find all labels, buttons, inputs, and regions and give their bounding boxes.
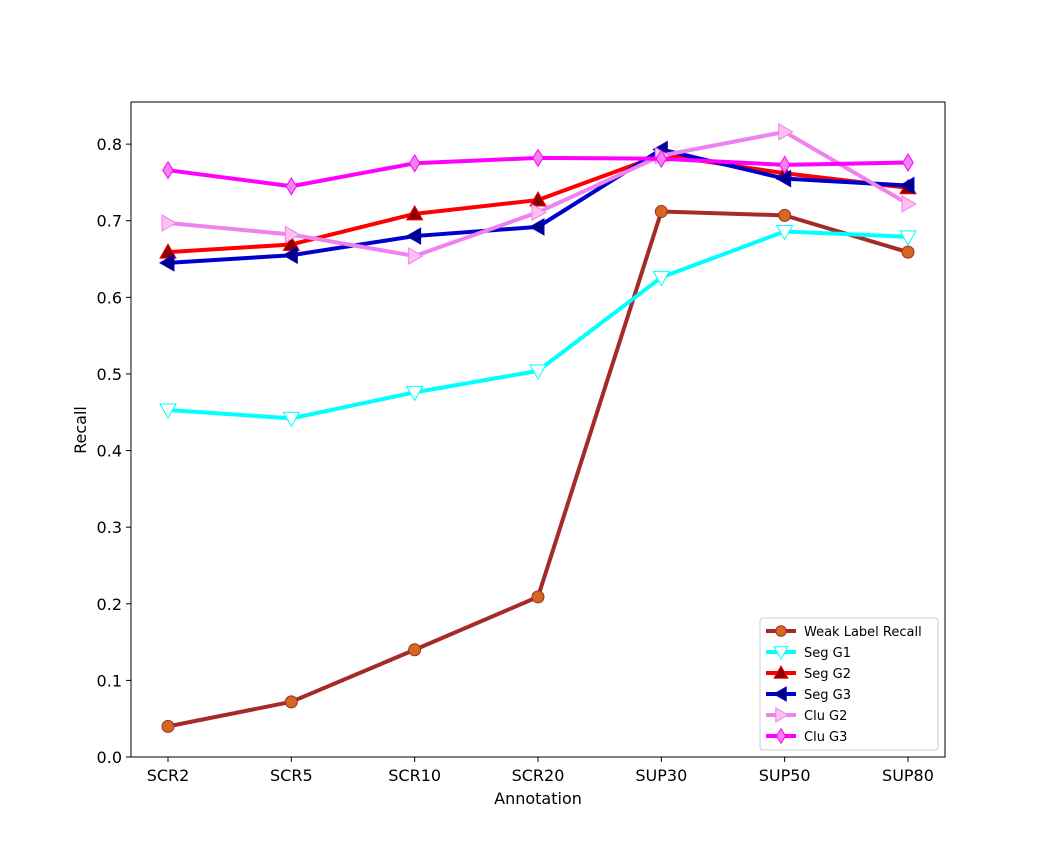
- series-4: [158, 140, 915, 272]
- data-point: [159, 403, 177, 419]
- legend-label: Seg G2: [804, 667, 851, 682]
- legend-item: Seg G3: [766, 686, 851, 703]
- data-point: [902, 153, 914, 172]
- data-point: [531, 203, 547, 222]
- data-point: [778, 208, 792, 222]
- series-layer: [158, 123, 917, 733]
- data-point: [284, 695, 298, 709]
- y-tick-label: 0.0: [97, 748, 122, 767]
- data-point: [778, 123, 794, 141]
- legend-label: Clu G3: [804, 730, 847, 745]
- legend-box: [759, 617, 939, 751]
- series-2: [159, 224, 917, 428]
- data-point: [901, 195, 917, 213]
- x-tick-label: SUP50: [759, 766, 811, 785]
- data-point: [655, 149, 668, 169]
- data-point: [778, 155, 791, 175]
- series-1: [161, 205, 915, 733]
- x-tick-label: SCR5: [270, 766, 313, 785]
- data-point: [408, 153, 421, 173]
- x-tick-label: SCR20: [512, 766, 565, 785]
- y-axis: 0.0 0.1 0.2 0.3 0.4 0.5 0.6 0.7 0.8: [97, 135, 131, 767]
- data-point: [408, 247, 424, 265]
- y-tick-label: 0.8: [97, 135, 122, 154]
- data-point: [652, 270, 671, 287]
- legend-marker: [775, 707, 790, 723]
- y-tick-label: 0.6: [97, 288, 122, 307]
- data-point: [158, 254, 175, 272]
- data-point: [282, 411, 301, 428]
- x-axis: SCR2 SCR5 SCR10 SCR20 SUP30 SUP50 SUP80: [147, 757, 934, 785]
- data-point: [532, 148, 544, 168]
- data-point: [405, 204, 424, 221]
- data-point: [528, 218, 545, 236]
- y-tick-label: 0.1: [97, 671, 122, 690]
- legend-item: Weak Label Recall: [766, 625, 922, 640]
- data-point: [775, 224, 794, 241]
- data-point: [529, 191, 547, 207]
- data-point: [282, 246, 298, 265]
- series-line: [167, 229, 909, 421]
- data-point: [899, 230, 917, 246]
- x-tick-label: SCR10: [388, 766, 441, 785]
- x-tick-label: SUP80: [882, 766, 934, 785]
- legend-marker: [775, 625, 787, 637]
- data-point: [285, 176, 298, 196]
- legend-item: Seg G1: [766, 646, 851, 661]
- series-6: [162, 148, 914, 196]
- x-axis-label: Annotation: [494, 789, 582, 808]
- legend-marker: [773, 664, 789, 679]
- data-point: [654, 205, 668, 219]
- legend: Weak Label Recall Seg G1 Seg G2 Seg G3 Clu G…: [759, 617, 939, 751]
- legend-marker: [773, 646, 789, 661]
- legend-label: Seg G3: [804, 688, 851, 703]
- data-point: [405, 227, 422, 245]
- data-point: [529, 364, 547, 380]
- legend-item: Clu G2: [766, 707, 847, 724]
- data-point: [775, 169, 792, 188]
- y-tick-label: 0.2: [97, 595, 122, 614]
- legend-item: Seg G2: [766, 664, 851, 682]
- data-point: [162, 160, 174, 180]
- data-point: [901, 245, 915, 259]
- y-axis-label: Recall: [71, 406, 90, 454]
- legend-label: Clu G2: [804, 709, 847, 724]
- legend-label: Weak Label Recall: [804, 625, 922, 640]
- legend-label: Seg G1: [804, 646, 851, 661]
- data-point: [161, 214, 178, 232]
- data-point: [898, 176, 915, 195]
- data-point: [531, 590, 545, 604]
- y-tick-label: 0.7: [97, 212, 122, 231]
- data-point: [408, 643, 422, 657]
- y-tick-label: 0.5: [97, 365, 122, 384]
- legend-marker: [772, 686, 787, 702]
- data-point: [161, 719, 175, 733]
- data-point: [405, 385, 424, 402]
- legend-item: Clu G3: [766, 727, 847, 745]
- legend-marker: [775, 727, 787, 745]
- y-tick-label: 0.4: [97, 442, 122, 461]
- x-tick-label: SUP30: [635, 766, 687, 785]
- data-point: [284, 225, 301, 244]
- y-tick-label: 0.3: [97, 518, 122, 537]
- x-tick-label: SCR2: [147, 766, 190, 785]
